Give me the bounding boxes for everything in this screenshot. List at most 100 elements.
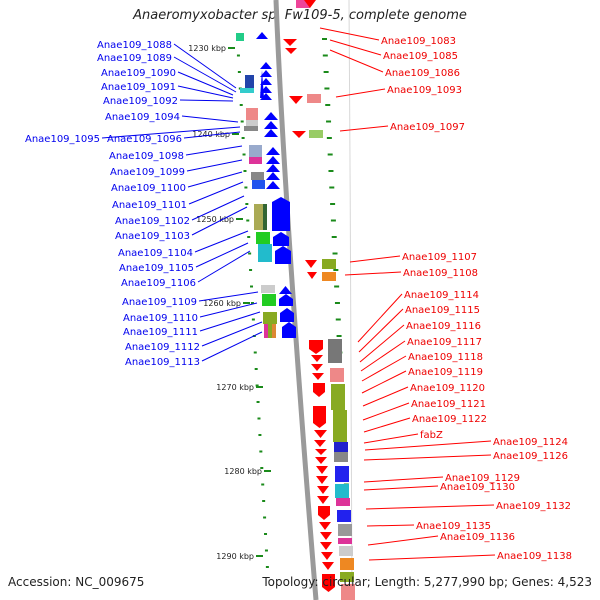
backbone-line bbox=[273, 0, 319, 600]
feature-block bbox=[322, 272, 336, 281]
leader-line bbox=[199, 302, 258, 318]
gc-dot bbox=[248, 252, 252, 255]
gc-dot bbox=[250, 302, 254, 304]
outer-ring-line bbox=[348, 0, 353, 600]
leader-line bbox=[361, 370, 407, 394]
reverse-gene-arrow bbox=[316, 476, 328, 484]
leader-line bbox=[191, 206, 248, 236]
reverse-gene-arrow bbox=[305, 260, 317, 268]
gene-label-left: Anae109_1089 bbox=[97, 53, 172, 64]
leader-line bbox=[173, 43, 237, 89]
leader-line bbox=[363, 454, 492, 461]
gene-label-left: Anae109_1103 bbox=[115, 231, 190, 242]
reverse-gene-arrow bbox=[321, 552, 333, 560]
leader-line bbox=[363, 417, 411, 433]
reverse-gene-arrow bbox=[311, 364, 323, 371]
gene-label-left: Anae109_1100 bbox=[111, 183, 186, 194]
feature-block bbox=[263, 204, 267, 230]
leader-line bbox=[362, 386, 409, 407]
gene-label-left: Anae109_1104 bbox=[118, 248, 193, 259]
kbp-scale: 1230 kbp 1240 kbp 1250 kbp 1260 kbp 1270 kbp… bbox=[188, 44, 271, 561]
feature-block bbox=[246, 108, 258, 120]
gene-label-right: Anae109_1086 bbox=[385, 68, 460, 79]
leader-line bbox=[335, 88, 386, 98]
forward-gene-arrow bbox=[256, 32, 268, 39]
gene-label-right: Anae109_1117 bbox=[407, 337, 482, 348]
forward-gene-arrow bbox=[264, 112, 278, 120]
reverse-gene-arrow bbox=[315, 449, 327, 455]
gene-label-right: Anae109_1097 bbox=[390, 122, 465, 133]
feature-block bbox=[338, 524, 352, 536]
feature-block bbox=[338, 538, 352, 544]
gc-dot bbox=[322, 38, 327, 40]
gc-dot bbox=[257, 417, 261, 420]
leader-line bbox=[363, 433, 419, 444]
gene-label-left: Anae109_1111 bbox=[123, 327, 198, 338]
gc-dot bbox=[242, 153, 246, 156]
gene-label-left: Anae109_1113 bbox=[125, 357, 200, 368]
leader-line bbox=[344, 271, 402, 276]
gc-dot bbox=[241, 137, 245, 139]
forward-gene-arrow bbox=[275, 246, 291, 264]
leader-line bbox=[187, 171, 243, 188]
leader-line bbox=[199, 311, 261, 332]
feature-block bbox=[246, 120, 258, 126]
gc-dot bbox=[240, 120, 244, 123]
feature-block bbox=[334, 452, 348, 462]
feature-block bbox=[251, 172, 264, 180]
gc-dot bbox=[330, 219, 336, 222]
reverse-gene-arrow bbox=[304, 0, 316, 8]
reverse-gene-arrow bbox=[289, 96, 303, 104]
reverse-gene-arrow bbox=[319, 522, 331, 530]
leader-line bbox=[186, 159, 243, 172]
reverse-gene-arrow bbox=[314, 430, 327, 438]
gene-label-left: Anae109_1095 bbox=[25, 134, 100, 145]
kbp-tick-label: 1290 kbp bbox=[216, 552, 254, 561]
gc-dot bbox=[325, 104, 331, 106]
feature-block bbox=[336, 498, 350, 506]
leader-line bbox=[201, 331, 263, 362]
gene-label-left: Anae109_1101 bbox=[112, 200, 187, 211]
reverse-gene-arrow bbox=[317, 486, 329, 494]
gene-label-right: Anae109_1136 bbox=[440, 532, 515, 543]
forward-gene-arrow bbox=[260, 70, 264, 98]
leader-line bbox=[191, 195, 245, 221]
kbp-tick-label: 1260 kbp bbox=[203, 299, 241, 308]
gc-dot bbox=[336, 335, 342, 337]
leader-line bbox=[181, 115, 239, 123]
feature-block bbox=[262, 294, 276, 306]
gc-dot bbox=[243, 170, 247, 172]
gene-label-right: Anae109_1132 bbox=[496, 501, 571, 512]
gene-label-right: Anae109_1093 bbox=[387, 85, 462, 96]
gc-dot bbox=[236, 54, 240, 57]
gc-dot bbox=[245, 203, 249, 205]
gene-label-right: Anae109_1119 bbox=[408, 367, 483, 378]
reverse-gene-arrow bbox=[311, 355, 323, 362]
leader-line bbox=[201, 321, 263, 347]
leader-line bbox=[197, 250, 251, 283]
forward-gene-arrow bbox=[260, 93, 272, 100]
forward-gene-arrow bbox=[279, 286, 292, 294]
leader-line bbox=[365, 504, 495, 510]
gene-label-right: Anae109_1122 bbox=[412, 414, 487, 425]
leader-line bbox=[177, 85, 234, 99]
feature-block bbox=[268, 324, 272, 338]
forward-gene-arrow bbox=[273, 232, 289, 246]
leader-line bbox=[363, 476, 444, 483]
gc-dot bbox=[262, 500, 266, 502]
reverse-gene-arrow bbox=[322, 562, 334, 570]
gc-dot bbox=[260, 467, 264, 469]
feature-block bbox=[296, 0, 310, 8]
gene-label-left: Anae109_1092 bbox=[103, 96, 178, 107]
gc-dot bbox=[250, 285, 254, 288]
gc-dot bbox=[265, 566, 269, 568]
feature-block bbox=[272, 324, 276, 338]
leader-line bbox=[173, 56, 237, 93]
gc-dot bbox=[322, 54, 328, 57]
kbp-tick-label: 1240 kbp bbox=[192, 130, 230, 139]
gc-dot bbox=[237, 71, 241, 73]
leader-line bbox=[367, 535, 439, 546]
gene-label-left: Anae109_1099 bbox=[110, 167, 185, 178]
forward-gene-arrow bbox=[266, 172, 280, 180]
forward-gene-arrow bbox=[266, 181, 280, 189]
